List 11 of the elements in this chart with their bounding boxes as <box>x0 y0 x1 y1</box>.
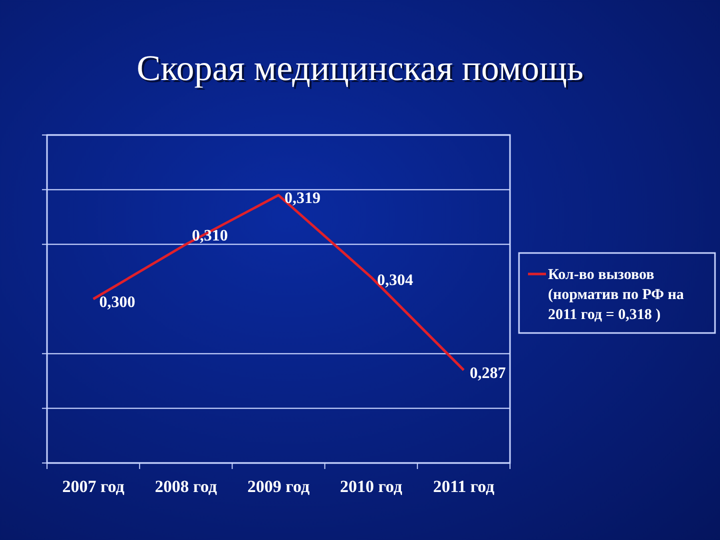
data-label: 0,304 <box>377 272 414 290</box>
x-tick-label: 2007 год <box>62 477 125 496</box>
legend-label: Кол-во вызовов (норматив по РФ на 2011 год = 0,318 ) <box>548 267 684 323</box>
data-label: 0,300 <box>99 294 136 311</box>
x-tick-label: 2011 год <box>433 477 495 496</box>
x-tick-label: 2009 год <box>247 477 310 496</box>
x-tick-label: 2010 год <box>340 477 403 496</box>
x-tick-label: 2008 год <box>154 477 218 496</box>
chart-title: Скорая медицинская помощь <box>138 50 586 90</box>
data-label: 0,319 <box>284 190 320 208</box>
data-label: 0,287 <box>470 365 506 382</box>
